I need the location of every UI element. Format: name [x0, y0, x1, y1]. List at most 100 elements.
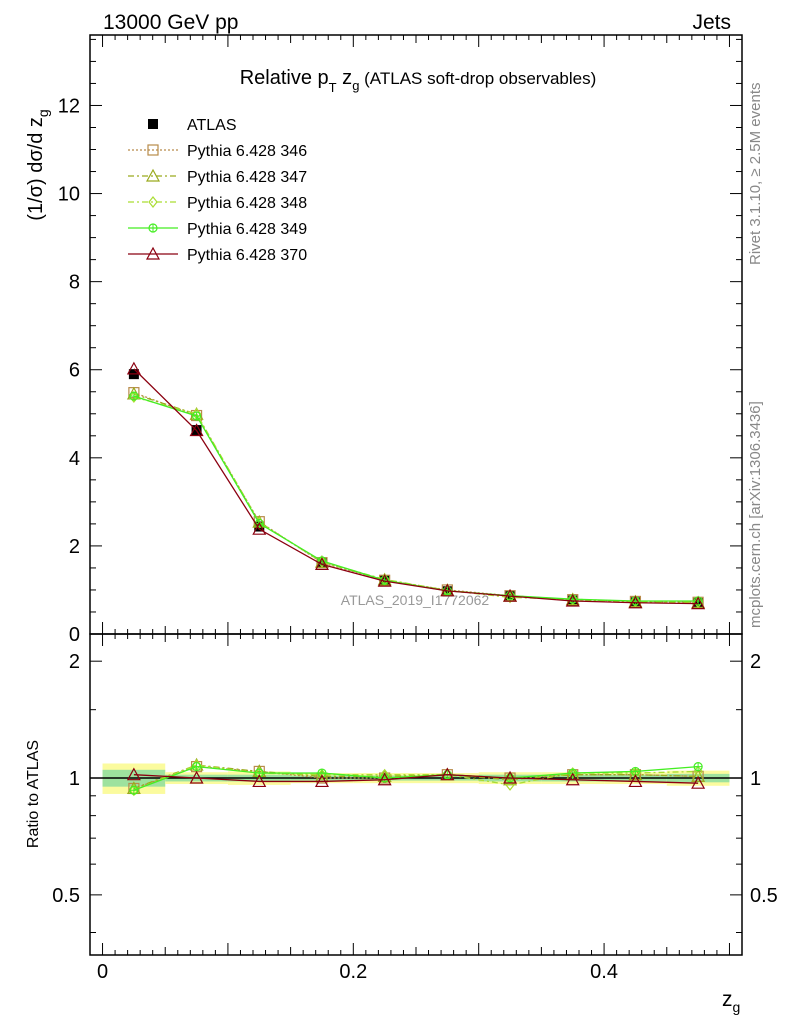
- ratio-y-tick-label: 1: [69, 768, 80, 790]
- legend-label: Pythia 6.428 349: [187, 221, 307, 238]
- legend-marker: [145, 246, 161, 260]
- ratio-data-point: [691, 775, 706, 789]
- main-y-label-sub: g: [35, 109, 51, 117]
- ratio-data-point: [691, 769, 706, 782]
- main-series-1: [128, 387, 704, 608]
- main-data-point: [189, 423, 204, 437]
- legend-label: Pythia 6.428 348: [187, 195, 307, 212]
- header-left: 13000 GeV pp: [103, 11, 238, 34]
- header-right: Jets: [692, 11, 731, 34]
- main-y-label: (1/σ) dσ/d zg: [25, 109, 51, 220]
- ratio-data-point: [189, 770, 204, 784]
- plot-title: Relative pT zg (ATLAS soft-drop observab…: [240, 67, 597, 95]
- legend-entry-2: Pythia 6.428 347: [128, 168, 307, 186]
- legend-entry-1: Pythia 6.428 346: [128, 143, 307, 160]
- legend-marker: [148, 119, 158, 129]
- main-series-line: [133, 396, 699, 603]
- x-axis-label-sub: g: [733, 999, 741, 1015]
- legend-marker: [148, 223, 158, 233]
- ratio-series-line: [133, 774, 699, 784]
- ratio-data-point: [126, 767, 141, 781]
- x-axis-label-text: z: [722, 988, 733, 1011]
- main-data-point: [503, 588, 518, 602]
- main-data-point: [191, 411, 202, 421]
- x-tick-label: 0.2: [339, 961, 367, 983]
- main-plot: ATLAS_2019_I1772062: [126, 361, 706, 610]
- main-series-line: [133, 368, 699, 605]
- ratio-data-point: [377, 772, 392, 786]
- ratio-y-tick-label: 0.5: [52, 885, 80, 907]
- main-series-line: [133, 392, 699, 603]
- main-series-line: [133, 393, 699, 604]
- legend-entry-3: Pythia 6.428 348: [128, 195, 307, 212]
- legend-label: Pythia 6.428 347: [187, 169, 307, 186]
- legend-label: ATLAS: [187, 117, 237, 134]
- watermark: ATLAS_2019_I1772062: [341, 592, 490, 608]
- main-data-point: [691, 596, 706, 610]
- main-y-tick-label: 8: [69, 272, 80, 294]
- ratio-y-tick-label-right: 2: [750, 651, 761, 673]
- main-data-point: [630, 595, 641, 608]
- ratio-data-point: [440, 767, 455, 781]
- mcplots-label: mcplots.cern.ch [arXiv:1306.3436]: [747, 401, 764, 628]
- main-y-tick-label: 2: [69, 536, 80, 558]
- main-data-point: [565, 593, 580, 607]
- legend-label: Pythia 6.428 370: [187, 247, 307, 264]
- main-data-point: [252, 521, 267, 535]
- ratio-data-point: [628, 774, 643, 788]
- legend-marker: [145, 168, 161, 182]
- ratio-data-point: [254, 767, 265, 780]
- ratio-data-point: [191, 762, 202, 772]
- main-series-line: [133, 395, 699, 602]
- plot-title-main: Relative p: [240, 67, 329, 89]
- ratio-y-tick-label-right: 0.5: [750, 885, 778, 907]
- main-y-tick-label: 10: [58, 184, 80, 206]
- ratio-series-line: [133, 764, 699, 790]
- main-data-point: [126, 361, 141, 375]
- ratio-data-point: [693, 762, 703, 772]
- plot-title-mid: z: [337, 67, 353, 89]
- x-tick-label: 0: [97, 961, 108, 983]
- plot-title-tail: (ATLAS soft-drop observables): [359, 69, 596, 88]
- plot-title-sub-t: T: [329, 80, 337, 95]
- main-series-2: [126, 386, 706, 609]
- legend-marker: [147, 144, 159, 156]
- main-data-point: [377, 573, 392, 587]
- ratio-data-point: [567, 767, 578, 780]
- main-y-tick-label: 0: [69, 624, 80, 646]
- main-data-point: [317, 555, 327, 568]
- rivet-label: Rivet 3.1.10, ≥ 2.5M events: [747, 83, 764, 266]
- x-axis-label: zg: [722, 988, 740, 1015]
- legend: ATLAS Pythia 6.428 346 Pythia 6.428 347 Pyt…: [128, 117, 307, 264]
- main-series-0: [128, 369, 704, 609]
- main-y-tick-label: 12: [58, 95, 80, 117]
- main-y-label-text: (1/σ) dσ/d z: [25, 117, 47, 221]
- ratio-series-line: [133, 765, 699, 791]
- ratio-frame: [89, 633, 743, 956]
- main-series-5: [126, 361, 706, 610]
- ratio-y-tick-label: 2: [69, 651, 80, 673]
- main-data-point: [440, 583, 455, 597]
- ratio-y-tick-label-right: 1: [750, 768, 761, 790]
- legend-label: Pythia 6.428 346: [187, 143, 307, 160]
- x-tick-label: 0.4: [590, 961, 618, 983]
- ratio-plot: [126, 757, 706, 797]
- plot-title-sub-g: g: [352, 78, 359, 93]
- ratio-series-line: [133, 764, 699, 791]
- main-y-tick-label: 6: [69, 360, 80, 382]
- main-data-point: [628, 595, 643, 609]
- main-series-4: [129, 391, 703, 606]
- ratio-data-point: [565, 772, 580, 786]
- legend-entry-4: Pythia 6.428 349: [128, 221, 307, 238]
- ratio-data-point: [129, 785, 139, 795]
- ratio-data-point: [314, 774, 329, 788]
- ratio-series-4: [126, 767, 706, 789]
- ratio-data-point: [503, 770, 518, 784]
- main-y-tick-label: 4: [69, 448, 80, 470]
- ratio-y-label: Ratio to ATLAS: [25, 740, 42, 848]
- main-data-point: [314, 557, 329, 571]
- legend-entry-5: Pythia 6.428 370: [128, 246, 307, 264]
- main-data-point: [129, 391, 139, 401]
